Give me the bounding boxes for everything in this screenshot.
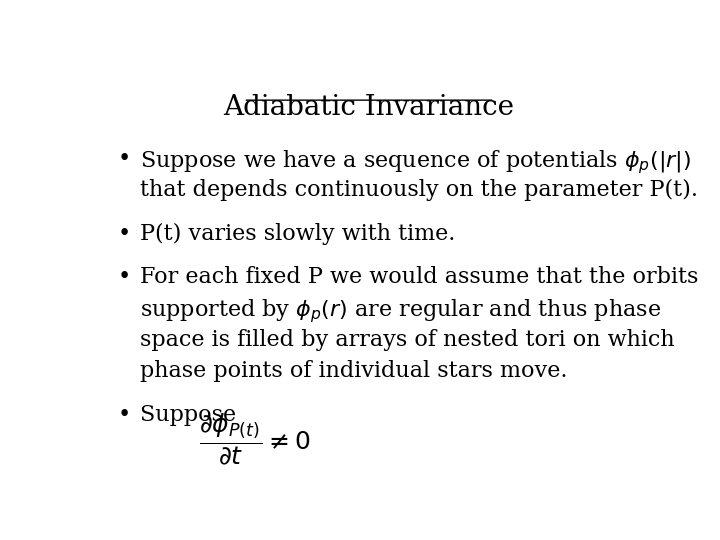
Text: supported by $\phi_p(r)$ are regular and thus phase: supported by $\phi_p(r)$ are regular and… xyxy=(140,298,662,326)
Text: •: • xyxy=(118,223,131,245)
Text: Adiabatic Invariance: Adiabatic Invariance xyxy=(223,94,515,121)
Text: phase points of individual stars move.: phase points of individual stars move. xyxy=(140,360,568,382)
Text: Suppose: Suppose xyxy=(140,404,243,426)
Text: P(t) varies slowly with time.: P(t) varies slowly with time. xyxy=(140,223,456,245)
Text: •: • xyxy=(118,148,131,170)
Text: Suppose we have a sequence of potentials $\phi_p(|r|)$: Suppose we have a sequence of potentials… xyxy=(140,148,691,176)
Text: For each fixed P we would assume that the orbits: For each fixed P we would assume that th… xyxy=(140,266,698,288)
Text: that depends continuously on the parameter P(t).: that depends continuously on the paramet… xyxy=(140,179,698,201)
Text: •: • xyxy=(118,266,131,288)
Text: $\dfrac{\partial\phi_{P(t)}}{\partial t} \neq 0$: $\dfrac{\partial\phi_{P(t)}}{\partial t}… xyxy=(199,411,310,467)
Text: •: • xyxy=(118,404,131,426)
Text: space is filled by arrays of nested tori on which: space is filled by arrays of nested tori… xyxy=(140,329,675,351)
